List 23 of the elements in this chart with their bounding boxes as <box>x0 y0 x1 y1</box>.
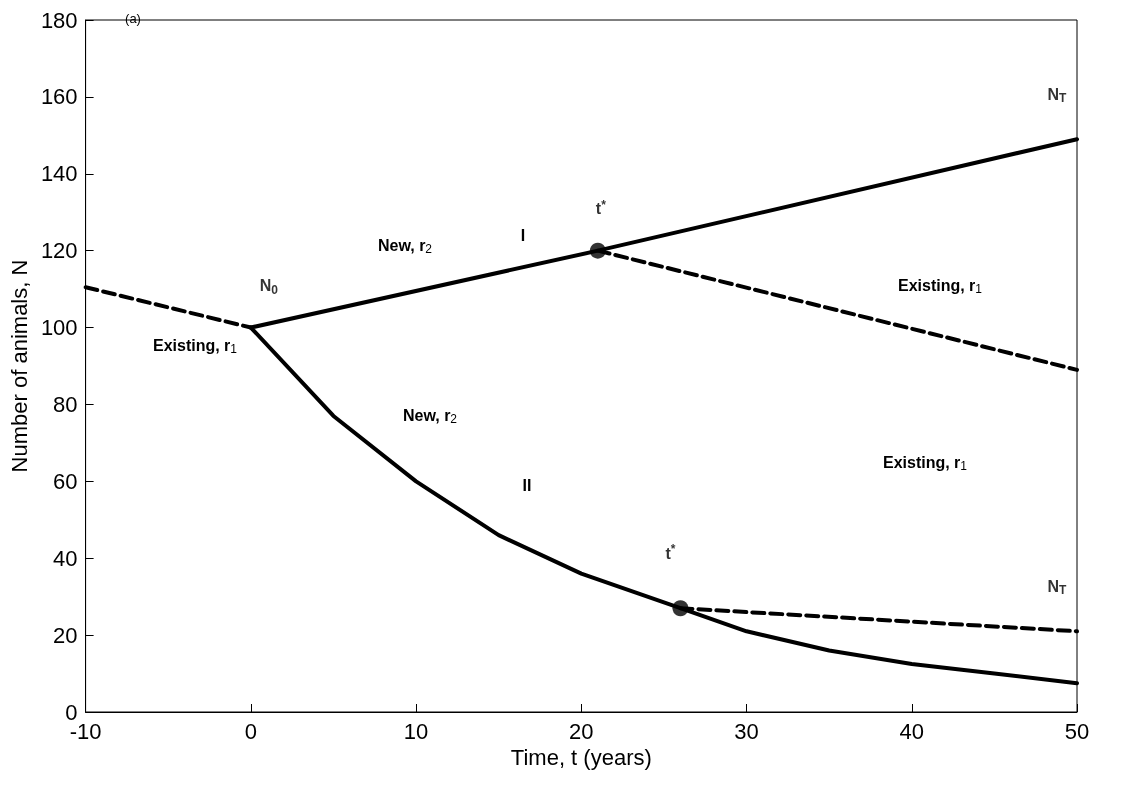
y-tick-label: 60 <box>53 468 78 494</box>
x-tick-label: 10 <box>403 718 429 744</box>
y-tick-label: 100 <box>40 315 78 341</box>
y-tick-label: 0 <box>65 699 78 725</box>
y-tick-label: 180 <box>40 7 78 33</box>
y-tick-label: 160 <box>40 84 78 110</box>
x-tick-label: 50 <box>1064 718 1090 744</box>
annotation: t* <box>595 197 607 218</box>
y-tick-label: 140 <box>40 161 78 187</box>
x-tick-label: 30 <box>734 718 759 744</box>
annotation: II <box>522 476 532 494</box>
annotation: (a) <box>125 10 141 26</box>
y-tick-label: 80 <box>53 391 78 417</box>
y-axis-title: Number of animals, N <box>6 259 32 473</box>
x-tick-label: 20 <box>569 718 594 744</box>
y-tick-label: 120 <box>40 238 78 264</box>
x-tick-label: 0 <box>244 718 257 744</box>
annotation: I <box>520 226 526 244</box>
x-axis-title: Time, t (years) <box>510 745 652 771</box>
annotation: t* <box>665 542 676 562</box>
x-tick-label: 40 <box>899 718 925 744</box>
y-tick-label: 40 <box>53 545 78 571</box>
y-tick-label: 20 <box>53 622 78 648</box>
